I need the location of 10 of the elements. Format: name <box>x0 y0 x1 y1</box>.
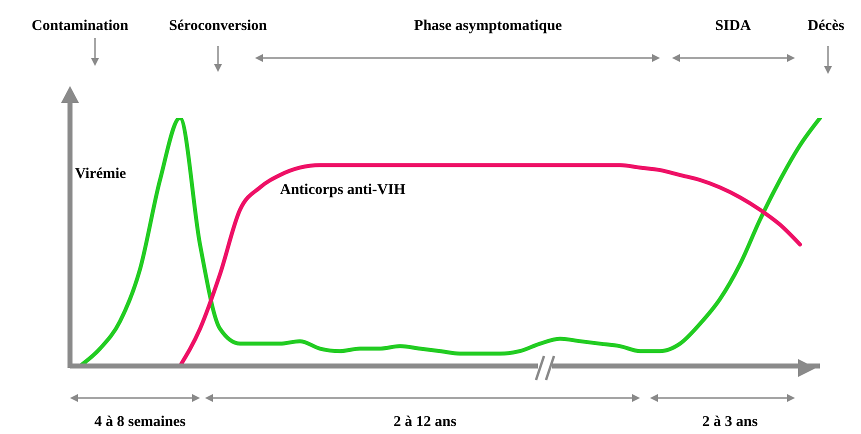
text: 4 à 8 semaines <box>94 414 186 430</box>
text: SIDA <box>715 18 752 34</box>
text: Virémie <box>75 166 126 182</box>
text: 2 à 12 ans <box>394 414 457 430</box>
text: Phase asymptomatique <box>414 18 562 34</box>
text: Contamination <box>32 18 129 34</box>
text: 2 à 3 ans <box>702 414 758 430</box>
text: Séroconversion <box>168 18 268 34</box>
series-label: Anticorps anti-VIH <box>280 182 406 198</box>
text: Décès <box>808 18 844 34</box>
